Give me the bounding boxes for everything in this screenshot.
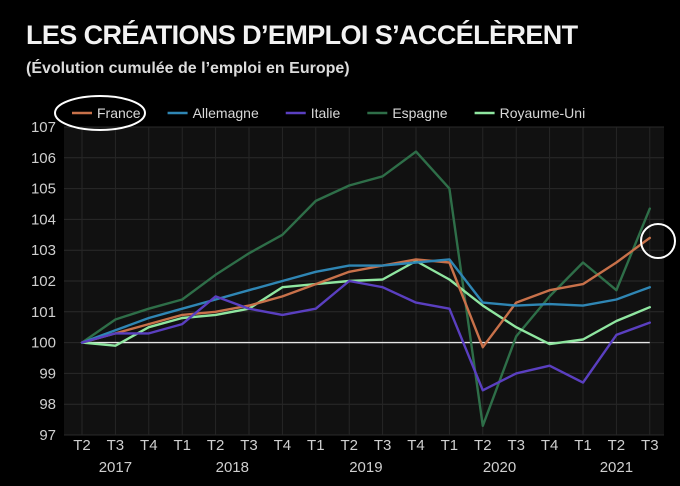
legend-entry: France bbox=[97, 105, 141, 121]
x-tick-label: T1 bbox=[574, 437, 592, 454]
y-tick-label: 102 bbox=[31, 273, 56, 290]
y-tick-label: 99 bbox=[39, 365, 56, 382]
legend-entry: Allemagne bbox=[193, 105, 259, 121]
series-line-royaume-uni bbox=[80, 259, 651, 347]
y-tick-label: 104 bbox=[31, 211, 56, 228]
x-tick-label: T1 bbox=[173, 437, 191, 454]
series-line-france bbox=[80, 236, 651, 349]
x-axis: T2 T3 T4 T1 T2 T3 T4 T1 T2 T3 T4 T1 T2 T3 T4 T1 T2 T3 bbox=[73, 437, 658, 454]
y-tick-label: 107 bbox=[31, 119, 56, 136]
x-tick-label: T4 bbox=[140, 437, 158, 454]
x-tick-label: T4 bbox=[274, 437, 292, 454]
y-axis: 97 98 99 100 101 102 103 104 105 106 107 bbox=[31, 119, 56, 444]
chart-title: LES CRÉATIONS D’EMPLOI S’ACCÉLÈRENT bbox=[26, 20, 578, 50]
legend-entry: Italie bbox=[311, 105, 341, 121]
series-line-espagne bbox=[80, 150, 651, 427]
x-tick-label: T4 bbox=[541, 437, 559, 454]
y-tick-label: 103 bbox=[31, 242, 56, 259]
x-tick-label: T3 bbox=[107, 437, 125, 454]
y-tick-label: 106 bbox=[31, 150, 56, 167]
chart-subtitle: (Évolution cumulée de l’emploi en Europe… bbox=[26, 60, 350, 77]
y-tick-label: 98 bbox=[39, 396, 56, 413]
x-tick-label: T2 bbox=[73, 437, 91, 454]
x-tick-label: T2 bbox=[207, 437, 225, 454]
legend: France Allemagne Italie Espagne Royaume-Uni bbox=[72, 105, 585, 121]
x-tick-label: T3 bbox=[240, 437, 258, 454]
x-tick-label: T2 bbox=[340, 437, 358, 454]
y-tick-label: 97 bbox=[39, 427, 56, 444]
y-tick-label: 100 bbox=[31, 335, 56, 352]
year-label: 2021 bbox=[600, 459, 633, 476]
series-line-italie bbox=[80, 279, 651, 392]
year-label: 2020 bbox=[483, 459, 516, 476]
series-lines bbox=[80, 150, 651, 427]
y-tick-label: 105 bbox=[31, 181, 56, 198]
y-tick-label: 101 bbox=[31, 304, 56, 321]
year-label: 2017 bbox=[99, 459, 132, 476]
x-tick-label: T3 bbox=[507, 437, 525, 454]
x-tick-label: T3 bbox=[374, 437, 392, 454]
year-label: 2019 bbox=[349, 459, 382, 476]
x-tick-label: T1 bbox=[307, 437, 325, 454]
x-tick-label: T4 bbox=[407, 437, 425, 454]
legend-entry: Royaume-Uni bbox=[500, 105, 586, 121]
x-tick-label: T2 bbox=[474, 437, 492, 454]
series-line-allemagne bbox=[80, 258, 651, 344]
legend-entry: Espagne bbox=[392, 105, 447, 121]
annotations bbox=[54, 95, 676, 259]
x-tick-label: T1 bbox=[441, 437, 459, 454]
year-labels: 2017 2018 2019 2020 2021 bbox=[99, 459, 633, 476]
highlight-circle-france bbox=[54, 95, 146, 131]
highlight-circle-endpoint bbox=[640, 223, 676, 259]
year-label: 2018 bbox=[216, 459, 249, 476]
x-tick-label: T2 bbox=[608, 437, 626, 454]
x-tick-label: T3 bbox=[641, 437, 659, 454]
